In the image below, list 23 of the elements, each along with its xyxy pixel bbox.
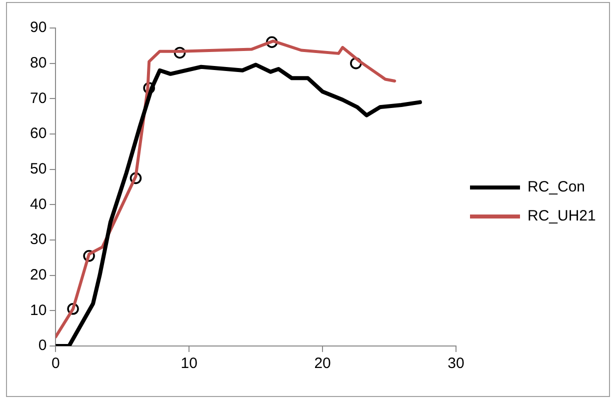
y-tick-label: 60	[30, 125, 47, 142]
y-tick-label: 70	[30, 90, 47, 107]
x-tick-label: 20	[314, 355, 331, 372]
point	[266, 36, 278, 48]
y-tick-label: 10	[30, 302, 47, 319]
y-tick-label: 30	[30, 231, 47, 248]
point	[143, 82, 155, 94]
x-tick-label: 10	[180, 355, 198, 372]
y-tick-label: 80	[30, 54, 47, 72]
point	[83, 250, 95, 262]
point	[130, 172, 142, 184]
y-tick-label: 90	[30, 19, 47, 36]
y-tick-label: 20	[30, 266, 47, 284]
y-tick-label: 50	[30, 160, 47, 178]
x-tick-label: 30	[448, 355, 464, 372]
x-tick-label: 0	[52, 355, 60, 372]
y-tick-label: 40	[30, 196, 47, 213]
point	[174, 46, 186, 59]
legend-label: RC_Con	[528, 178, 586, 196]
legend-label: RC_UH21	[528, 208, 596, 225]
point	[67, 303, 79, 315]
point	[350, 57, 362, 70]
y-tick-label: 0	[38, 337, 47, 354]
